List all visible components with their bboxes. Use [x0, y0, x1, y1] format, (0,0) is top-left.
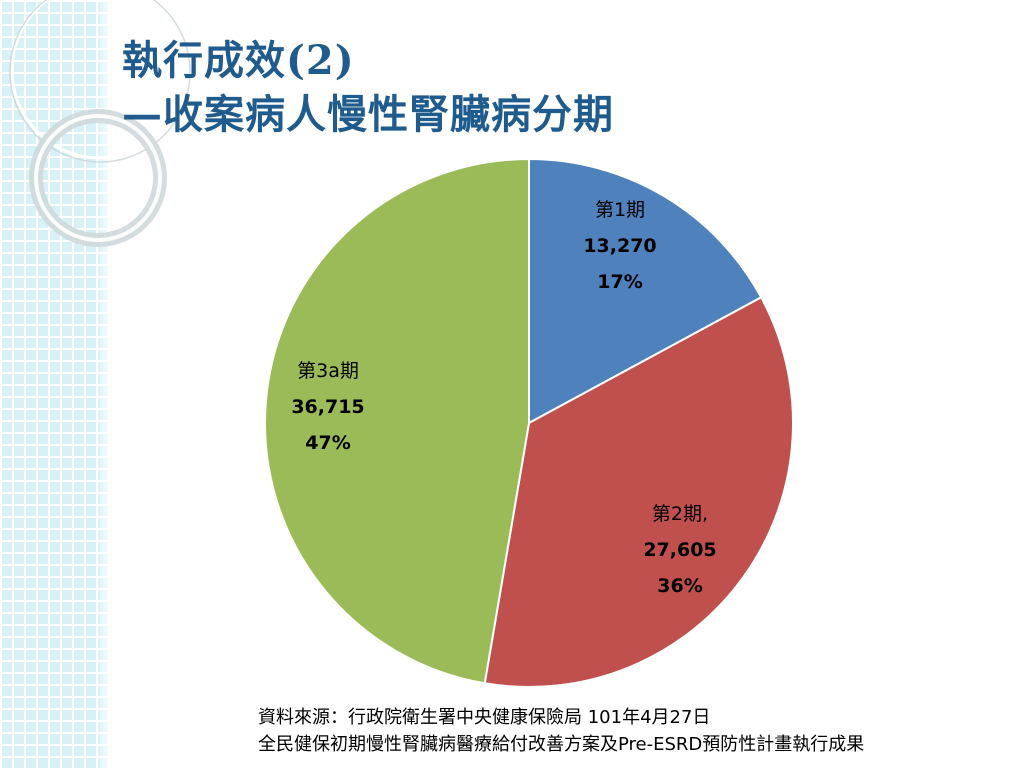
- slice-label-2: 第2期, 27,605 36%: [643, 503, 716, 597]
- pie-slice-1: [528, 157, 763, 425]
- title-line-2: —收案病人慢性腎臟病分期: [122, 91, 614, 138]
- pie-labels: 第1期 13,270 17% 第2期, 27,605 36% 第3a期 36,715 47%: [291, 199, 716, 597]
- decorative-ring-small-highlight: [34, 114, 162, 242]
- title-line-1: 執行成效(2): [122, 37, 355, 84]
- source-line-2: 全民健保初期慢性腎臟病醫療給付改善方案及Pre-ESRD預防性計畫執行成果: [258, 734, 865, 755]
- pie-slice-2: [483, 295, 794, 688]
- slice-1-value-text: 13,270: [583, 235, 656, 257]
- slice-3-label: 第3a期: [297, 360, 359, 382]
- slice-2-percent-text: 36%: [657, 575, 702, 597]
- source-note: 資料來源：行政院衛生署中央健康保險局 101年4月27日 全民健保初期慢性腎臟病…: [258, 704, 864, 758]
- slide-title: 執行成效(2) —收案病人慢性腎臟病分期: [122, 34, 614, 142]
- slice-label-1: 第1期 13,270 17%: [583, 199, 656, 293]
- slice-1-label: 第1期: [595, 199, 645, 221]
- slice-3-value-text: 36,715: [291, 396, 364, 418]
- slice-label-3: 第3a期 36,715 47%: [291, 360, 364, 454]
- pie-slice-3: [264, 157, 530, 685]
- decorative-strip-fade: [96, 0, 112, 768]
- slice-3-percent-text: 47%: [305, 432, 350, 454]
- decorative-ring-large-shade: [9, 0, 191, 163]
- decorative-rings: [9, 0, 191, 247]
- pie-slices: [264, 157, 794, 688]
- decorative-ring-large: [10, 0, 190, 160]
- slice-2-value-text: 27,605: [643, 539, 716, 561]
- slice-2-label: 第2期,: [652, 503, 708, 525]
- slice-1-percent-text: 17%: [597, 271, 642, 293]
- source-line-1: 資料來源：行政院衛生署中央健康保險局 101年4月27日: [258, 707, 711, 728]
